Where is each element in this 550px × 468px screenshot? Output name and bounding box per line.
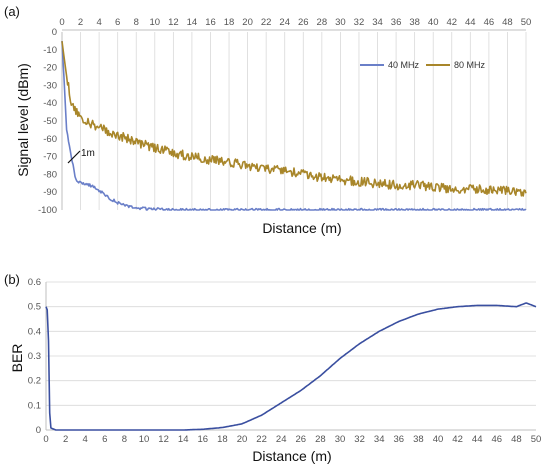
panel-a-label: (a) [4,4,20,19]
x-tick-label: 30 [335,17,346,28]
x-tick-label: 46 [484,17,495,28]
x-tick-label: 44 [472,434,483,445]
x-tick-label: 36 [391,17,402,28]
x-tick-label: 10 [139,434,150,445]
x-tick-label: 26 [296,434,307,445]
x-tick-label: 28 [317,17,328,28]
x-tick-label: 26 [298,17,309,28]
y-tick-label: -100 [38,205,57,216]
y-tick-label: 0 [52,27,57,38]
x-tick-label: 46 [492,434,503,445]
panel-a-x-axis-title: Distance (m) [262,220,341,236]
x-tick-label: 32 [354,434,365,445]
x-tick-label: 0 [43,434,48,445]
x-tick-label: 32 [354,17,365,28]
x-tick-label: 12 [168,17,179,28]
x-tick-label: 16 [205,17,216,28]
x-tick-label: 28 [315,434,326,445]
x-tick-label: 24 [276,434,287,445]
panel-b-grid [45,281,536,431]
x-tick-label: 14 [187,17,198,28]
x-tick-label: 38 [413,434,424,445]
panel-b: (b) BER Distance (m) 0 2 4 6 8 10 12 14 16 18 20 22… [4,272,541,464]
panel-a-legend: 40 MHz 80 MHz [360,60,486,70]
x-tick-label: 2 [78,17,83,28]
x-tick-label: 14 [178,434,189,445]
x-tick-label: 34 [374,434,385,445]
x-tick-label: 40 [433,434,444,445]
y-tick-label: -60 [43,134,57,145]
x-tick-label: 50 [531,434,542,445]
panel-a-series [61,41,527,211]
y-tick-label: -80 [43,169,57,180]
x-tick-label: 18 [217,434,228,445]
x-tick-label: 42 [446,17,457,28]
x-tick-label: 42 [452,434,463,445]
annotation-label: 1m [81,148,95,159]
x-tick-label: 16 [198,434,209,445]
y-tick-label: 0.4 [28,326,41,337]
y-tick-label: -90 [43,187,57,198]
panel-b-label: (b) [4,272,20,287]
x-tick-label: 6 [102,434,107,445]
legend-label-40mhz: 40 MHz [388,60,420,70]
x-tick-label: 22 [261,17,272,28]
legend-label-80mhz: 80 MHz [454,60,486,70]
x-tick-label: 10 [150,17,161,28]
y-tick-label: -30 [43,80,57,91]
x-tick-label: 4 [96,17,101,28]
panel-b-series [45,302,537,431]
panel-a-grid [61,29,527,210]
x-tick-label: 20 [242,17,253,28]
x-tick-label: 18 [224,17,235,28]
x-tick-label: 44 [465,17,476,28]
x-tick-label: 38 [409,17,420,28]
x-tick-label: 20 [237,434,248,445]
y-tick-label: -10 [43,45,57,56]
y-tick-label: 0.3 [28,351,41,362]
y-tick-label: -50 [43,116,57,127]
y-tick-label: 0.5 [28,302,41,313]
x-tick-label: 8 [122,434,127,445]
x-tick-label: 48 [502,17,513,28]
x-tick-label: 24 [279,17,290,28]
series-line-ber [45,302,537,431]
x-tick-label: 4 [83,434,88,445]
x-tick-label: 6 [115,17,120,28]
x-tick-label: 8 [134,17,139,28]
x-tick-label: 12 [158,434,169,445]
annotation-pointer [67,150,81,164]
x-tick-label: 34 [372,17,383,28]
y-tick-label: -70 [43,152,57,163]
y-tick-label: 0.1 [28,400,41,411]
x-tick-label: 30 [335,434,346,445]
x-tick-label: 2 [63,434,68,445]
panel-b-x-axis-title: Distance (m) [252,448,331,464]
x-tick-label: 22 [256,434,267,445]
panel-a-x-ticks: 0 2 4 6 8 10 12 14 16 18 20 22 24 26 28 30 32 34 36 38 40 42 4… [59,17,531,28]
x-tick-label: 50 [521,17,532,28]
x-tick-label: 36 [394,434,405,445]
y-tick-label: 0.2 [28,376,41,387]
x-tick-label: 40 [428,17,439,28]
y-tick-label: 0 [36,425,41,436]
panel-a-y-ticks: 0 -10 -20 -30 -40 -50 -60 -70 -80 -90 -100 [38,27,57,216]
y-tick-label: -40 [43,98,57,109]
y-tick-label: -20 [43,63,57,74]
x-tick-label: 0 [59,17,64,28]
panel-b-x-ticks: 0 2 4 6 8 10 12 14 16 18 20 22 24 26 28 30 32 34 36 38 40 42 4… [43,434,541,445]
x-tick-label: 48 [511,434,522,445]
panel-b-y-axis-title: BER [9,344,25,373]
series-line-40-mhz [61,41,527,211]
y-tick-label: 0.6 [28,277,41,288]
panel-a-y-axis-title: Signal level (dBm) [15,63,31,177]
panel-b-y-ticks: 0 0.1 0.2 0.3 0.4 0.5 0.6 [28,277,41,436]
series-line-80-mhz [61,41,527,197]
